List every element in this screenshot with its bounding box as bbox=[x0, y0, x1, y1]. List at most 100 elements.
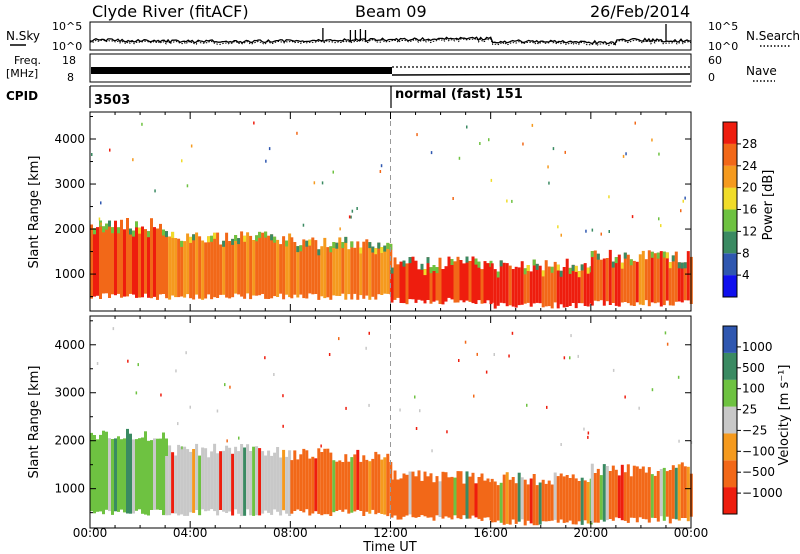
echo-column-band-0 bbox=[114, 220, 117, 296]
scatter-echo bbox=[321, 181, 324, 185]
colorbar-frame bbox=[722, 325, 738, 515]
scatter-echo bbox=[320, 444, 322, 448]
beam-title: Beam 09 bbox=[355, 2, 427, 21]
echo-edge bbox=[623, 252, 627, 259]
echo-column-band-0 bbox=[96, 439, 99, 512]
scatter-echo bbox=[485, 370, 488, 374]
echo-column-band-0 bbox=[153, 438, 156, 510]
echo-edge bbox=[677, 262, 681, 269]
nsky-label: N.Sky bbox=[6, 29, 40, 43]
echo-column-band-2 bbox=[305, 450, 309, 510]
echo-column-band-2 bbox=[344, 454, 348, 510]
echo-column-band-1 bbox=[252, 446, 256, 516]
echo-column-band-3 bbox=[441, 471, 445, 519]
scatter-echo bbox=[190, 144, 193, 148]
echo-edge bbox=[680, 262, 684, 269]
date-title: 26/Feb/2014 bbox=[590, 2, 690, 21]
echo-column-band-1 bbox=[228, 447, 232, 512]
echo-column-band-2 bbox=[290, 460, 294, 514]
echo-column-band-5 bbox=[629, 259, 633, 306]
power-colorbar-label: Power [dB] bbox=[761, 170, 776, 241]
echo-edge bbox=[532, 259, 536, 266]
echo-edge bbox=[189, 236, 193, 243]
scatter-echo bbox=[570, 334, 572, 338]
x-tick-label: 04:00 bbox=[173, 526, 208, 540]
colorbar-tick-label: 4 bbox=[742, 268, 750, 282]
echo-column-band-1 bbox=[267, 450, 271, 513]
x-tick-label: 08:00 bbox=[273, 526, 308, 540]
echo-column-band-3 bbox=[453, 261, 457, 303]
echo-column-band-3 bbox=[396, 479, 400, 520]
scatter-echo bbox=[660, 224, 662, 228]
echo-column-band-0 bbox=[138, 438, 141, 510]
scatter-echo bbox=[608, 195, 610, 199]
echo-column-band-5 bbox=[683, 466, 687, 518]
echo-column-band-4 bbox=[571, 474, 575, 525]
freq-panel-frame bbox=[89, 53, 692, 83]
echo-column-band-4 bbox=[496, 485, 500, 521]
velocity-colorbar-label: Velocity [m s⁻¹] bbox=[777, 365, 792, 466]
colorbar-tick-label: 16 bbox=[742, 203, 757, 217]
scatter-echo bbox=[181, 159, 183, 163]
colorbar-tick-label: 12 bbox=[742, 224, 757, 238]
echo-column-band-1 bbox=[192, 234, 196, 300]
echo-column-band-0 bbox=[105, 223, 108, 294]
scatter-echo bbox=[430, 151, 433, 155]
echo-column-band-5 bbox=[620, 262, 624, 303]
echo-edge bbox=[559, 270, 563, 277]
scatter-echo bbox=[351, 209, 354, 213]
echo-column-band-0 bbox=[135, 439, 138, 511]
echo-column-band-1 bbox=[210, 451, 214, 510]
echo-column-band-1 bbox=[282, 449, 286, 511]
echo-edge bbox=[111, 227, 114, 234]
echo-column-band-0 bbox=[150, 440, 153, 510]
echo-column-band-4 bbox=[490, 478, 494, 523]
echo-column-band-1 bbox=[222, 450, 226, 512]
echo-column-band-1 bbox=[255, 235, 259, 296]
echo-edge bbox=[335, 242, 339, 249]
echo-column-band-5 bbox=[674, 467, 678, 520]
echo-column-band-1 bbox=[201, 447, 205, 510]
echo-column-band-4 bbox=[514, 266, 518, 308]
echo-column-band-5 bbox=[638, 468, 642, 518]
echo-column-band-2 bbox=[353, 454, 357, 512]
echo-column-band-4 bbox=[508, 265, 512, 306]
echo-column-band-1 bbox=[255, 446, 259, 516]
colorbar-tick-label: 28 bbox=[742, 137, 757, 151]
echo-column-band-3 bbox=[462, 263, 466, 303]
echo-column-band-2 bbox=[365, 239, 369, 296]
scatter-echo bbox=[415, 427, 418, 430]
echo-column-band-0 bbox=[108, 438, 111, 512]
scatter-echo bbox=[112, 327, 115, 331]
echo-column-band-2 bbox=[344, 236, 348, 300]
echo-column-band-4 bbox=[574, 478, 578, 525]
echo-column-band-0 bbox=[120, 439, 123, 510]
echo-edge bbox=[359, 247, 363, 254]
echo-edge bbox=[344, 236, 348, 243]
echo-column-band-4 bbox=[577, 271, 581, 304]
echo-column-band-1 bbox=[198, 455, 202, 516]
echo-column-band-5 bbox=[629, 476, 633, 518]
echo-edge bbox=[368, 242, 372, 249]
echo-column-band-3 bbox=[471, 472, 475, 516]
echo-column-band-5 bbox=[605, 258, 609, 302]
echo-edge bbox=[568, 267, 572, 274]
echo-column-band-2 bbox=[314, 240, 318, 294]
echo-column-band-2 bbox=[374, 248, 378, 300]
scatter-echo bbox=[548, 181, 550, 185]
scatter-echo bbox=[526, 403, 528, 407]
echo-column-band-3 bbox=[399, 261, 403, 303]
echo-column-band-5 bbox=[677, 262, 681, 302]
y-tick-label: 4000 bbox=[54, 132, 85, 146]
echo-column-band-4 bbox=[499, 260, 503, 303]
echo-column-band-3 bbox=[414, 260, 418, 303]
echo-column-band-2 bbox=[335, 242, 339, 296]
colorbar-segment bbox=[723, 275, 737, 297]
colorbar-segment bbox=[723, 253, 737, 276]
echo-column-band-2 bbox=[347, 249, 351, 295]
echo-edge bbox=[477, 261, 481, 268]
echo-column-band-1 bbox=[177, 238, 181, 298]
echo-column-band-1 bbox=[216, 232, 220, 298]
echo-column-band-4 bbox=[553, 472, 557, 520]
echo-edge bbox=[571, 264, 575, 271]
